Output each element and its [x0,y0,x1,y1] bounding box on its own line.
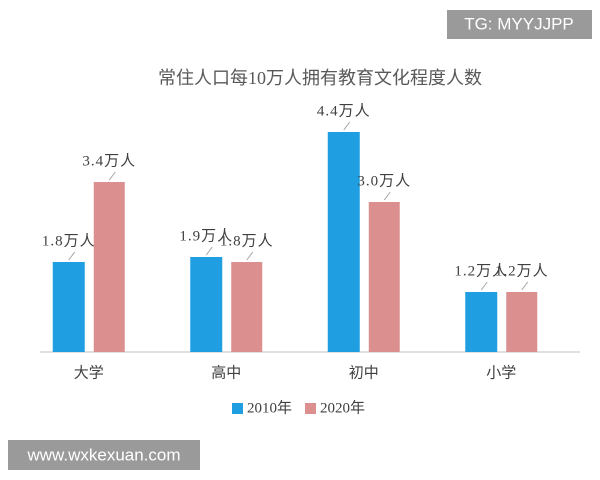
watermark-box [447,10,592,39]
bar [231,262,263,352]
chart-title: 常住人口每10万人拥有教育文化程度人数 [158,68,482,88]
x-tick-label: 初中 [349,364,379,381]
x-tick-label: 大学 [74,364,104,381]
bar [52,262,85,352]
data-label: 1.8万人 [42,232,96,249]
x-tick-label: 小学 [486,364,516,381]
watermark-box [8,440,200,470]
bar [190,257,223,352]
leader-line [383,191,391,201]
data-label: 1.9万人 [179,227,233,244]
watermark: TG: MYYJJPP [464,14,574,33]
bar [465,292,498,352]
leader-line [246,251,254,261]
leader-line [108,171,116,181]
data-label: 3.4万人 [82,152,136,169]
watermark: www.wxkexuan.com [26,445,180,464]
legend-label: 2020年 [320,399,365,416]
leader-line [68,251,76,261]
legend-swatch [232,403,243,414]
bar [506,292,538,352]
bar [327,132,360,352]
bar [368,202,400,352]
leader-line [343,121,351,131]
data-label: 1.2万人 [495,262,549,279]
data-label: 3.0万人 [357,172,411,189]
legend-label: 2010年 [247,399,292,416]
leader-line [480,281,488,291]
leader-line [205,246,213,256]
data-label: 1.8万人 [220,232,274,249]
leader-line [521,281,529,291]
data-label: 1.2万人 [454,262,508,279]
data-label: 4.4万人 [317,102,371,119]
legend-swatch [305,403,316,414]
x-tick-label: 高中 [211,364,241,381]
bar [93,182,125,352]
